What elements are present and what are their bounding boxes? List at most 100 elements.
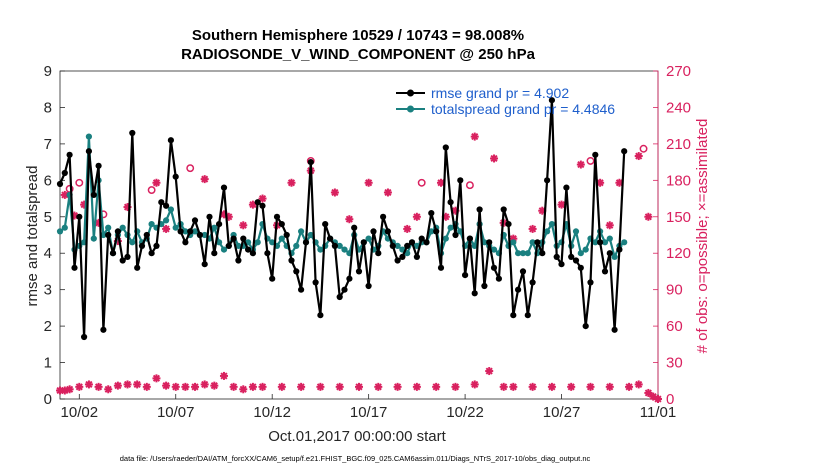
spread-point: [85, 133, 92, 140]
rmse-point: [317, 312, 324, 319]
rmse-point: [553, 253, 560, 260]
spread-point: [524, 250, 531, 257]
obs-possible-marker: [586, 156, 595, 165]
rmse-point: [577, 264, 584, 271]
obs-possible-marker: [75, 178, 84, 187]
obs-assimilated-marker: [470, 132, 479, 141]
obs-assimilated-marker: [364, 178, 373, 187]
obs-low-assimilated-marker: [567, 382, 576, 391]
rmse-point: [138, 242, 146, 249]
obs-low-assimilated-marker: [470, 380, 479, 389]
y-right-tick-label: 210: [666, 136, 691, 153]
y-left-tick-label: 8: [44, 99, 52, 116]
x-tick-label: 10/22: [446, 404, 484, 421]
spread-point: [216, 239, 223, 246]
rmse-point: [187, 228, 194, 235]
obs-assimilated-marker: [330, 188, 339, 197]
obs-assimilated-marker: [152, 178, 161, 187]
rmse-point: [529, 279, 536, 286]
rmse-series: [56, 97, 628, 341]
rmse-point: [220, 184, 228, 191]
rmse-point: [153, 242, 160, 249]
rmse-point: [399, 253, 406, 260]
y-left-tick-label: 5: [44, 209, 52, 226]
spread-point: [119, 224, 126, 231]
rmse-point: [331, 242, 338, 249]
obs-low-assimilated-marker: [181, 382, 190, 391]
rmse-point: [476, 206, 483, 213]
rmse-point: [365, 282, 372, 290]
y-left-tick-label: 1: [44, 355, 52, 372]
spread-point: [592, 239, 599, 246]
obs-low-assimilated-marker: [412, 382, 421, 391]
rmse-point: [558, 261, 565, 268]
rmse-point: [61, 169, 68, 177]
obs-low-assimilated-marker: [499, 382, 508, 391]
rmse-point: [452, 231, 459, 239]
obs-low-assimilated-marker: [84, 380, 93, 389]
rmse-point: [288, 257, 295, 264]
rmse-point: [418, 235, 425, 242]
spread-point: [278, 235, 285, 242]
legend-rmse-marker: [407, 89, 414, 97]
spread-point: [220, 246, 228, 253]
spread-point: [471, 242, 478, 249]
spread-point: [611, 253, 618, 260]
obs-low-assimilated-marker: [297, 382, 306, 391]
spread-point: [447, 224, 454, 231]
rmse-point: [346, 275, 353, 282]
rmse-point: [471, 290, 478, 297]
rmse-point: [442, 144, 449, 151]
spread-point: [428, 228, 435, 235]
obs-low-assimilated-marker: [123, 380, 132, 389]
rmse-point: [433, 228, 440, 235]
plot-area: [59, 70, 659, 400]
rmse-point: [355, 268, 363, 275]
rmse-point: [423, 239, 430, 246]
rmse-point: [249, 250, 256, 257]
obs-low-assimilated-marker: [94, 382, 103, 391]
x-tick-label: 10/02: [61, 404, 99, 421]
obs-low-assimilated-marker: [229, 382, 238, 391]
spread-point: [365, 235, 372, 242]
rmse-point: [134, 264, 141, 271]
spread-point: [529, 239, 536, 246]
rmse-point: [500, 206, 507, 213]
rmse-point: [196, 231, 203, 239]
y-right-tick-label: 180: [666, 172, 691, 189]
spread-point: [56, 228, 64, 235]
rmse-point: [563, 184, 570, 191]
y-right-tick-label: 120: [666, 245, 691, 262]
rmse-point: [544, 177, 551, 184]
spread-point: [582, 246, 589, 253]
spread-point: [269, 239, 276, 246]
rmse-point: [143, 231, 150, 239]
spread-point: [394, 242, 401, 249]
rmse-point: [404, 242, 411, 249]
spread-point: [201, 231, 208, 239]
rmse-point: [370, 228, 377, 235]
rmse-point: [341, 286, 348, 293]
obs-low-assimilated-marker: [644, 388, 653, 397]
rmse-point: [621, 148, 628, 155]
spread-point: [100, 231, 107, 239]
spread-point: [548, 221, 556, 228]
rmse-point: [384, 228, 391, 235]
obs-possible-marker: [639, 144, 648, 153]
obs-assimilated-marker: [490, 154, 499, 163]
rmse-point: [95, 162, 102, 169]
rmse-point: [163, 202, 170, 209]
obs-possible-marker: [417, 178, 426, 187]
y-right-tick-label: 270: [666, 63, 691, 80]
rmse-point: [336, 293, 343, 301]
rmse-point: [298, 286, 305, 293]
rmse-point: [85, 148, 92, 155]
rmse-point: [548, 97, 556, 104]
obs-assimilated-marker: [162, 224, 171, 233]
obs-assimilated-marker: [239, 221, 248, 230]
spread-point: [572, 228, 580, 235]
rmse-point: [534, 239, 541, 246]
spread-point: [163, 217, 170, 224]
obs-assimilated-marker: [403, 224, 412, 233]
obs-low-assimilated-marker: [113, 381, 122, 390]
